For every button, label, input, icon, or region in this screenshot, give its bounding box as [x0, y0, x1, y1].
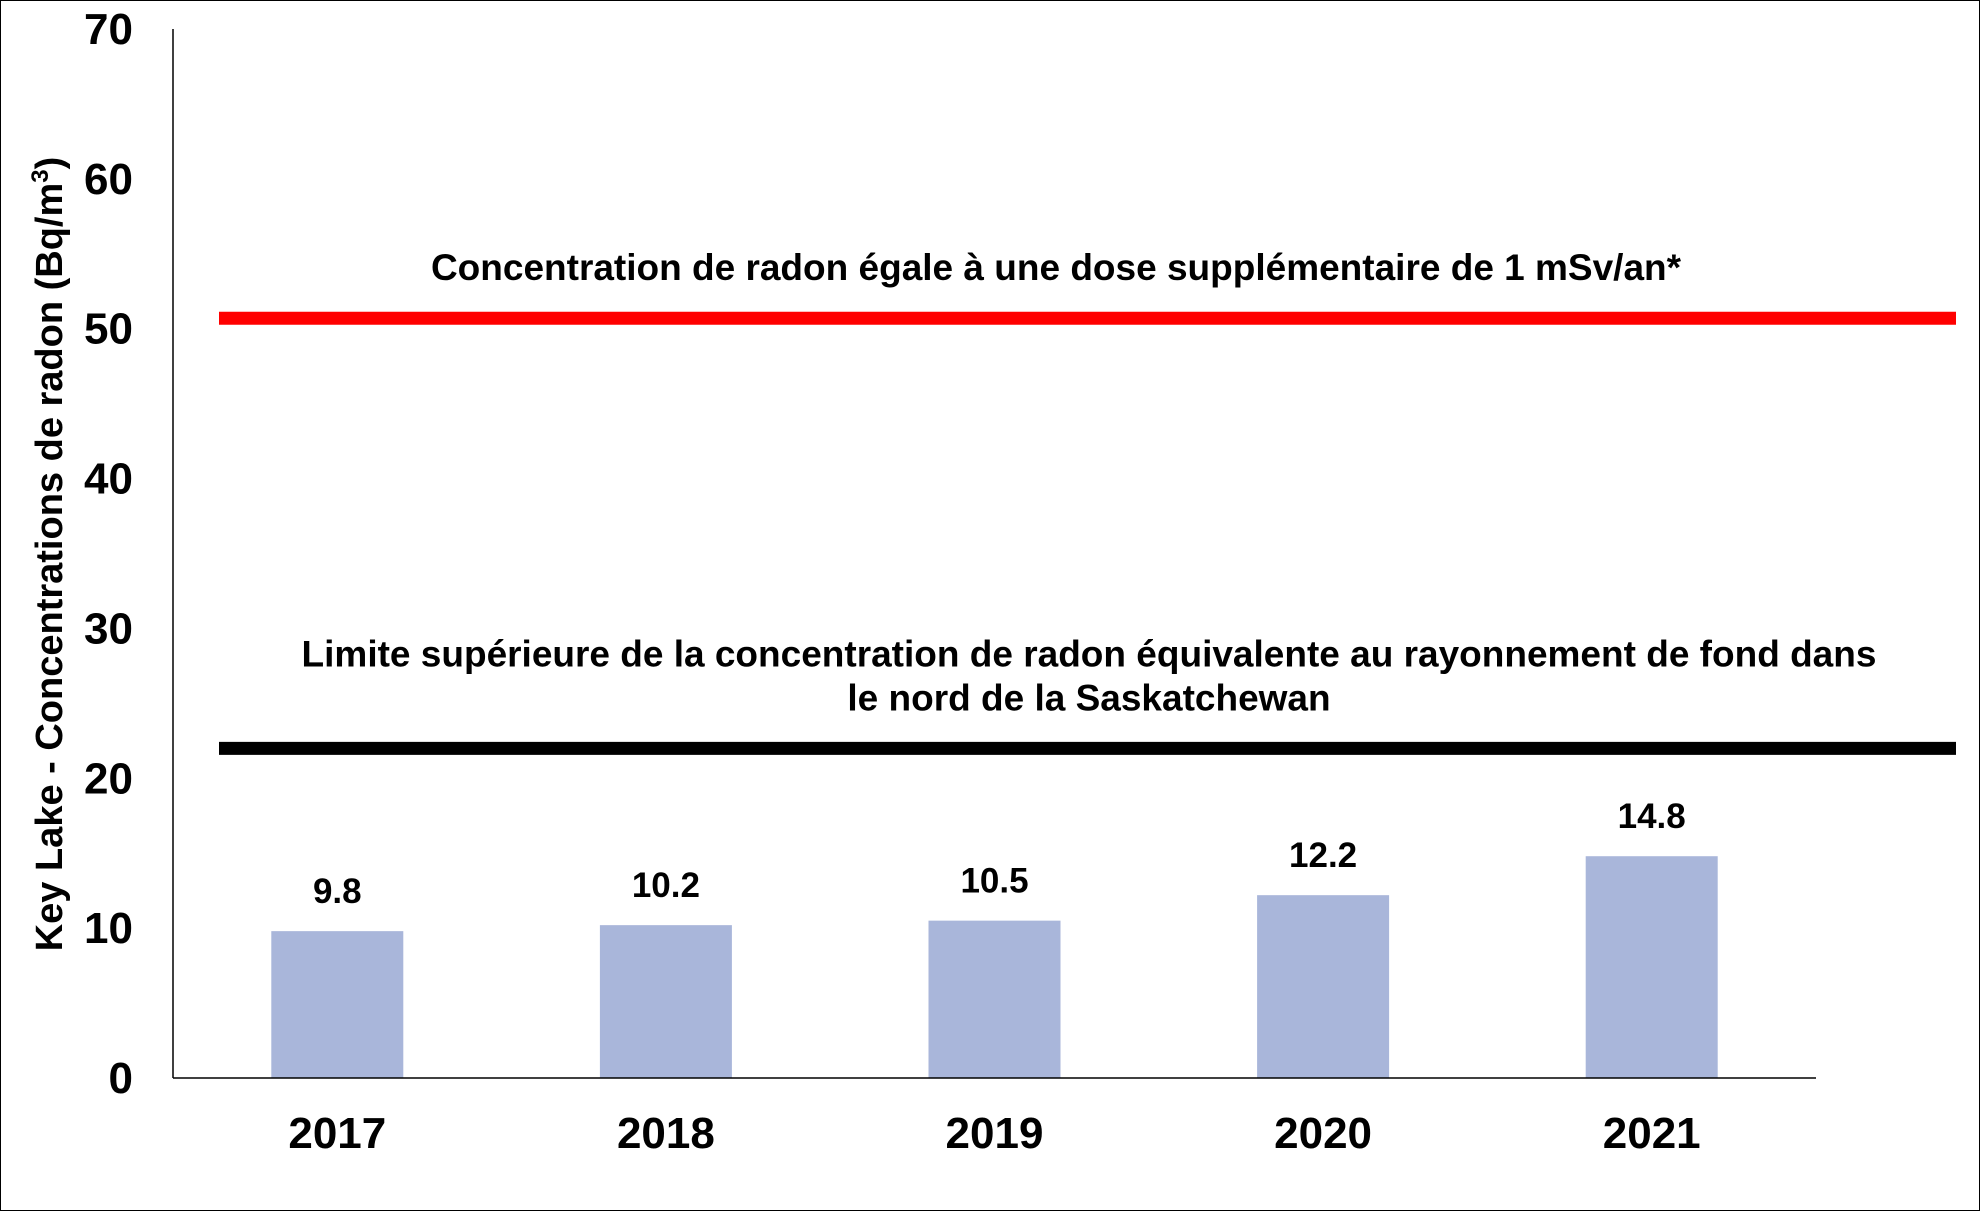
y-axis-ticks: 0 10 20 30 40 50 60 70 [84, 5, 133, 1103]
reference-line-1-label: Concentration de radon égale à une dose … [431, 247, 1682, 288]
bar-value-label-2018: 10.2 [632, 866, 700, 905]
bar-value-labels: 9.8 10.2 10.5 12.2 14.8 [313, 797, 1686, 911]
x-tick-label-2018: 2018 [617, 1109, 715, 1158]
y-tick-label: 50 [84, 305, 133, 354]
x-tick-label-2020: 2020 [1274, 1109, 1372, 1158]
y-axis-title-superscript: 3 [27, 169, 54, 182]
bar-value-label-2021: 14.8 [1618, 797, 1686, 836]
y-tick-label: 0 [109, 1054, 133, 1103]
y-tick-label: 30 [84, 604, 133, 653]
y-axis-title: Key Lake - Concentrations de radon (Bq/m… [27, 157, 71, 952]
y-axis-title-close: ) [29, 157, 71, 170]
x-tick-label-2021: 2021 [1603, 1109, 1701, 1158]
reference-line-2-label: Limite supérieure de la concentration de… [302, 633, 1877, 674]
bar-value-label-2017: 9.8 [313, 872, 362, 911]
bar-2021 [1585, 856, 1718, 1078]
y-axis-title-text: Key Lake - Concentrations de radon (Bq/m [29, 183, 71, 952]
y-tick-label: 40 [84, 455, 133, 504]
bar-value-label-2020: 12.2 [1289, 836, 1357, 875]
bar-2018 [599, 925, 732, 1078]
y-tick-label: 10 [84, 904, 133, 953]
x-axis-ticks: 2017 2018 2019 2020 2021 [288, 1109, 1700, 1158]
y-tick-label: 20 [84, 754, 133, 803]
bar-2020 [1257, 895, 1390, 1078]
bar-2019 [928, 920, 1061, 1078]
bar-2017 [271, 931, 404, 1078]
y-tick-label: 60 [84, 155, 133, 204]
x-tick-label-2019: 2019 [946, 1109, 1044, 1158]
bar-value-label-2019: 10.5 [960, 862, 1028, 901]
x-tick-label-2017: 2017 [288, 1109, 386, 1158]
reference-line-2-label: le nord de la Saskatchewan [847, 677, 1330, 718]
y-tick-label: 70 [84, 5, 133, 54]
bars [271, 856, 1718, 1078]
reference-lines: Concentration de radon égale à une dose … [219, 247, 1956, 755]
